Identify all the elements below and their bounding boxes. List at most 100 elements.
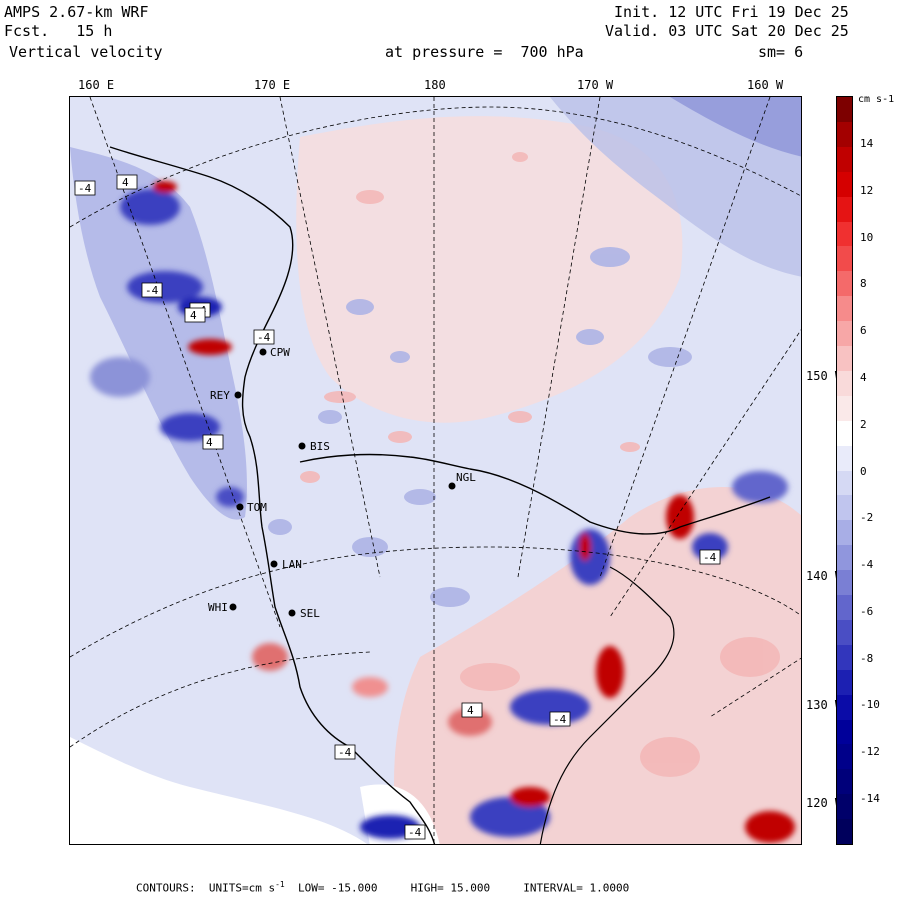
positive-region-north [296,116,683,423]
extremum-box-5 [184,307,206,323]
forecast-value: 15 h [76,22,113,40]
smoothing-label: sm= 6 [758,43,804,61]
colorbar-label: 2 [860,417,867,431]
positive-speckles [300,152,780,777]
station-dot-whi [229,603,237,611]
extremum-label-1: -4 [78,182,92,195]
colorbar-segment [837,495,852,521]
colorbar-label: -14 [860,792,880,805]
lon-label-170e: 170 E [254,78,291,92]
extremum-box-9 [461,702,483,718]
negative-band-northeast [550,97,801,277]
colorbar-segment [837,794,852,820]
colorbar-segment [837,619,852,646]
extremum-box-2 [116,174,138,190]
colorbar-label: -6 [860,604,874,618]
colorbar-unit: cm s-1 [858,94,895,105]
colorbar-segment [837,669,852,696]
velocity-map: CPW REY BIS NGL TOM LAN WHI SEL -4 4 -4 … [69,96,802,845]
colorbar-segment [837,221,852,247]
colorbar-label: 10 [860,230,874,244]
extremum-box-8 [549,711,571,727]
negative-speckles [268,247,692,607]
lon-label-180: 180 [424,78,446,92]
lon-label-170w: 170 W [577,78,614,92]
colorbar-segment [837,694,852,720]
extremum-label-10: -4 [338,746,352,759]
units-label: UNITS=cm s [208,881,276,895]
extremum-label-8: -4 [553,713,567,726]
colorbar-segment [837,719,852,745]
colorbar-segment [837,545,852,571]
map-canvas: CPW REY BIS NGL TOM LAN WHI SEL -4 4 -4 … [70,97,801,844]
colorbar-label: -10 [860,698,880,712]
colorbar-label: 8 [860,277,867,291]
init-value: 12 UTC Fri 19 Dec 25 [668,3,849,21]
station-sel: SEL [300,607,320,620]
extremum-box-11 [404,824,426,840]
interval-value: 1.0000 [589,881,630,895]
station-ngl: NGL [456,471,476,484]
colorbar-label: 0 [860,464,867,478]
wave-positive-east-2 [666,495,694,539]
wave-positive-east-3 [596,646,624,698]
station-cpw: CPW [270,346,290,359]
station-dot-ngl [448,482,456,490]
pressure-text: at pressure = [385,43,503,61]
lon-label-160e: 160 E [78,78,115,92]
colorbar-segment [837,570,852,596]
colorbar-segment [837,97,852,123]
station-dot-sel [288,609,296,617]
colorbar-segment [837,595,852,621]
init-label: Init. [614,3,660,21]
colorbar-label: 6 [860,324,867,338]
wave-positive-1 [153,181,177,193]
station-dot-cpw [259,348,267,356]
wave-negative-east-3 [732,471,788,503]
high-value: 15.000 [450,881,491,895]
extremum-box-6 [202,434,224,450]
extremum-label-11: -4 [408,826,422,839]
extremum-box-3 [141,282,163,298]
colorbar [836,96,853,845]
colorbar-segment [837,196,852,222]
graticule [70,97,801,844]
colorbar-segment [837,644,852,671]
station-dot-tom [236,503,244,511]
colorbar-segment [837,171,852,198]
pressure-value: 700 hPa [520,43,584,61]
extremum-label-7: -4 [703,551,717,564]
colorbar-label: 4 [860,370,867,384]
model-title: AMPS 2.67-km WRF [4,3,149,21]
station-whi: WHI [208,601,228,614]
colorbar-segment [837,321,852,347]
colorbar-segment [837,744,852,770]
valid-time: Valid. 03 UTC Sat 20 Dec 25 [605,22,849,40]
colorbar-segment [837,370,852,397]
extrema-markers: -4 4 -4 -4 4 4 -4 -4 4 -4 -4 -4 [74,174,721,840]
wave-positive-center-1 [352,677,388,697]
colorbar-segment [837,470,852,496]
colorbar-segment [837,146,852,173]
low-label: LOW= [297,881,325,895]
extremum-label-2: 4 [122,176,129,189]
colorbar-segment [837,769,852,795]
init-time: Init. 12 UTC Fri 19 Dec 25 [614,3,849,21]
extremum-box-1 [74,180,96,196]
colorbar-segment [837,819,852,845]
contour-info: CONTOURS: UNITS=cm s-1 LOW= -15.000 HIGH… [136,880,629,895]
valid-label: Valid. [605,22,660,40]
colorbar-segment [837,246,852,272]
extremum-label-12: -4 [257,331,271,344]
wave-positive-2 [188,339,232,355]
station-lan: LAN [282,558,302,571]
extremum-label-9: 4 [467,704,474,717]
lon-label-160w: 160 W [747,78,784,92]
wave-negative-1 [120,189,180,225]
units-exponent: -1 [275,880,285,889]
colorbar-label: -4 [860,558,874,572]
wave-negative-4 [160,413,220,441]
extremum-label-3: -4 [145,284,159,297]
extremum-box-7 [699,549,721,565]
grounding-line [299,453,771,535]
